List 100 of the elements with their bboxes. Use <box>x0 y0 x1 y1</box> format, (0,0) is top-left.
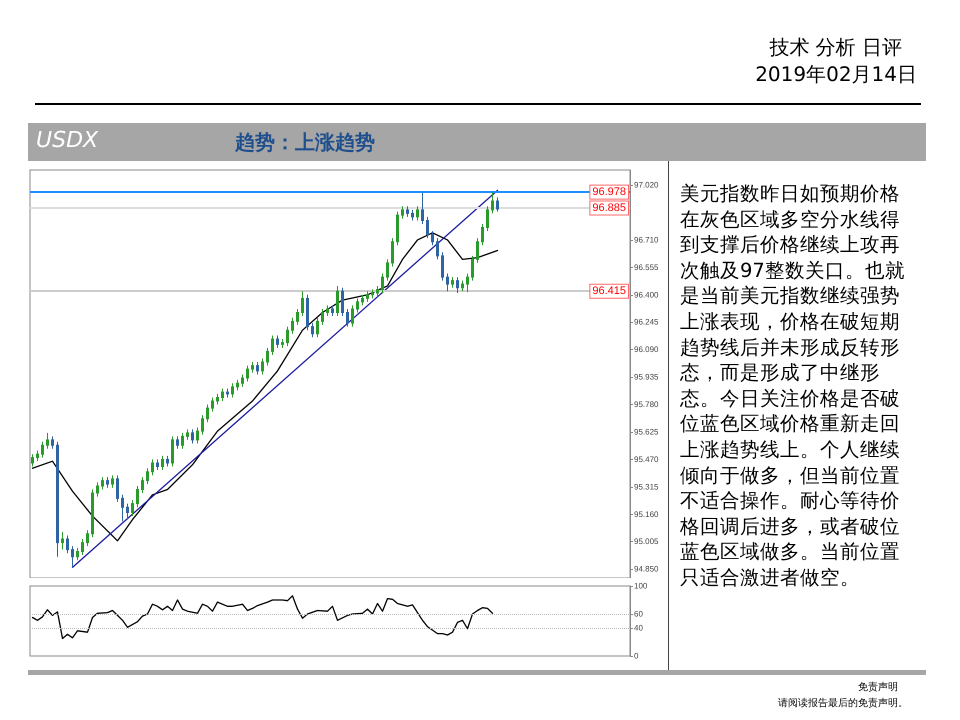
candlestick <box>316 317 319 338</box>
candlestick <box>96 482 99 498</box>
candlestick <box>451 276 454 288</box>
candlestick <box>481 223 484 246</box>
candlestick <box>236 379 239 391</box>
y-tick-label: 95.470 <box>634 454 660 464</box>
candlestick <box>301 290 304 317</box>
candlestick <box>261 358 264 375</box>
candlestick <box>496 196 499 212</box>
candlestick <box>411 209 414 221</box>
candlestick <box>271 335 274 356</box>
candlestick <box>231 382 234 398</box>
candlestick <box>101 476 104 490</box>
ref-line-label: 96.978 <box>592 186 626 198</box>
candlestick <box>251 362 254 374</box>
candlestick <box>456 276 459 294</box>
candlestick <box>406 206 409 218</box>
candlestick <box>91 488 94 538</box>
candlestick <box>51 436 54 450</box>
candlestick <box>66 535 69 554</box>
y-tick-label: 95.780 <box>634 400 660 410</box>
text: 免责声明 <box>858 680 898 694</box>
candlestick <box>61 531 64 550</box>
candlestick <box>396 211 399 246</box>
candlestick <box>216 393 219 406</box>
candlestick <box>461 280 464 292</box>
text: 技术 分析 日评 <box>769 34 902 61</box>
candlestick <box>191 428 194 444</box>
y-tick-label: 94.850 <box>634 564 660 574</box>
y-tick-label: 96.090 <box>634 345 660 354</box>
candlestick <box>421 192 424 224</box>
text: 2019年02月14日 <box>755 61 917 88</box>
candlestick <box>306 294 309 331</box>
candlestick <box>281 338 284 348</box>
line-series <box>32 595 494 640</box>
candlestick <box>166 455 169 467</box>
candlestick <box>146 468 149 485</box>
candlestick <box>326 304 329 317</box>
candlestick <box>106 476 109 488</box>
y-tick-label: 0 <box>634 652 639 660</box>
y-tick-label: 96.245 <box>634 318 660 327</box>
chart-subtitle: 趋势：上涨趋势 <box>235 129 375 156</box>
text: 请阅读报告最后的免责声明。 <box>778 696 908 710</box>
candlestick <box>476 238 479 264</box>
y-tick-label: 95.935 <box>634 372 660 382</box>
candlestick <box>376 285 379 298</box>
y-tick-label: 96.400 <box>634 290 660 300</box>
candlestick <box>276 335 279 348</box>
candlestick <box>441 252 444 282</box>
candlestick <box>171 436 174 467</box>
y-tick-label: 96.710 <box>634 235 660 244</box>
candlestick <box>401 206 404 220</box>
candlestick <box>36 450 39 462</box>
candlestick <box>31 454 34 467</box>
y-tick-label: 60 <box>634 610 644 618</box>
candlestick <box>226 388 229 398</box>
y-tick-label: 97.020 <box>634 180 660 190</box>
y-tick-label: 95.160 <box>634 510 660 519</box>
candlestick <box>221 388 224 402</box>
candlestick <box>246 365 249 382</box>
candlestick <box>256 362 259 375</box>
candlestick <box>211 396 214 412</box>
y-tick-label: 40 <box>634 624 644 632</box>
candlestick <box>141 476 144 494</box>
candlestick <box>471 255 474 282</box>
candlestick <box>156 458 159 471</box>
y-tick-label: 100 <box>634 582 648 590</box>
ref-line-label: 96.885 <box>592 202 626 214</box>
candlestick <box>46 432 49 450</box>
candlestick <box>181 432 184 450</box>
ref-line-label: 96.415 <box>592 285 626 298</box>
candlestick <box>291 317 294 334</box>
candlestick <box>286 326 289 347</box>
candlestick <box>346 308 349 328</box>
candlestick <box>71 546 74 568</box>
candlestick <box>371 288 374 299</box>
candlestick <box>466 273 469 293</box>
candlestick <box>41 441 44 458</box>
candlestick <box>366 290 369 302</box>
chart-title: USDX <box>36 128 98 153</box>
candlestick <box>391 238 394 267</box>
y-tick-label: 95.315 <box>634 482 660 492</box>
candlestick <box>76 547 79 561</box>
candlestick <box>386 258 389 282</box>
candlestick <box>121 494 124 522</box>
candlestick <box>436 238 439 260</box>
candlestick <box>161 455 164 471</box>
candlestick <box>356 298 359 313</box>
candlestick <box>186 428 189 440</box>
candlestick <box>341 287 344 317</box>
candlestick <box>241 374 244 388</box>
candlestick <box>321 308 324 326</box>
candlestick <box>151 458 154 476</box>
candlestick <box>81 538 84 556</box>
candlestick <box>266 347 269 366</box>
candlestick <box>311 322 314 338</box>
candlestick <box>86 530 89 547</box>
candlestick <box>201 414 204 436</box>
y-tick-label: 96.555 <box>634 262 660 272</box>
candlestick <box>56 441 59 558</box>
